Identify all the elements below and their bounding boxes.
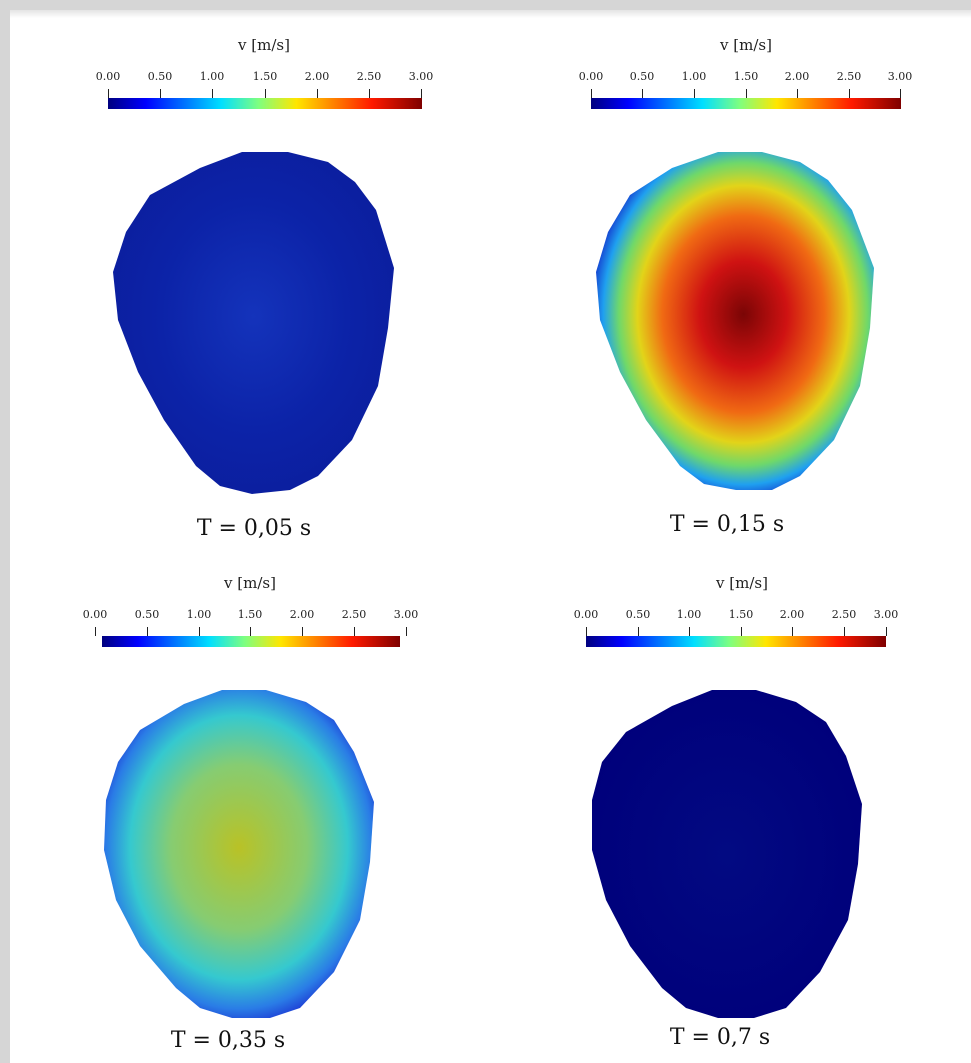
- colorbar-tick-label: 0.00: [578, 70, 604, 83]
- colorbar-title: v [m/s]: [716, 574, 768, 592]
- colorbar-tick-mark: [108, 89, 109, 98]
- colorbar-tick-label: 3.00: [393, 608, 419, 621]
- colorbar-title: v [m/s]: [224, 574, 276, 592]
- colorbar-tick-mark: [95, 627, 96, 636]
- colorbar-tick-label: 3.00: [887, 70, 913, 83]
- velocity-field-shape-t005: [113, 152, 394, 494]
- colorbar-tick-label: 0.00: [95, 70, 121, 83]
- colorbar-tick-mark: [586, 627, 587, 636]
- colorbar-tick-mark: [354, 627, 355, 636]
- colorbar-tick-label: 0.00: [573, 608, 599, 621]
- colorbar: [591, 98, 901, 109]
- time-label: T = 0,05 s: [196, 516, 312, 541]
- colorbar-tick-mark: [212, 89, 213, 98]
- colorbar-tick-label: 2.00: [289, 608, 315, 621]
- colorbar-tick-label: 1.00: [186, 608, 212, 621]
- colorbar-tick-mark: [844, 627, 845, 636]
- colorbar-tick-mark: [591, 89, 592, 98]
- colorbar-tick-label: 3.00: [408, 70, 434, 83]
- colorbar-tick-mark: [265, 89, 266, 98]
- colorbar-tick-mark: [900, 89, 901, 98]
- colorbar-tick-label: 2.00: [784, 70, 810, 83]
- colorbar-tick-mark: [302, 627, 303, 636]
- colorbar-tick-label: 0.00: [82, 608, 108, 621]
- colorbar: [102, 636, 400, 647]
- colorbar-tick-label: 1.50: [733, 70, 759, 83]
- colorbar-tick-mark: [689, 627, 690, 636]
- colorbar-tick-label: 1.00: [199, 70, 225, 83]
- colorbar-tick-label: 3.00: [873, 608, 899, 621]
- colorbar-tick-mark: [792, 627, 793, 636]
- colorbar-tick-mark: [642, 89, 643, 98]
- colorbar-tick-label: 0.50: [625, 608, 651, 621]
- colorbar-title: v [m/s]: [238, 36, 290, 54]
- colorbar-tick-mark: [886, 627, 887, 636]
- colorbar-tick-label: 2.00: [779, 608, 805, 621]
- colorbar-tick-mark: [317, 89, 318, 98]
- colorbar-tick-label: 2.00: [304, 70, 330, 83]
- colorbar-tick-mark: [746, 89, 747, 98]
- colorbar-title: v [m/s]: [720, 36, 772, 54]
- colorbar-tick-mark: [421, 89, 422, 98]
- time-label: T = 0,15 s: [669, 512, 785, 537]
- time-label: T = 0,35 s: [170, 1028, 286, 1053]
- colorbar-tick-mark: [147, 627, 148, 636]
- colorbar-tick-label: 1.00: [681, 70, 707, 83]
- colorbar: [586, 636, 886, 647]
- colorbar-tick-mark: [638, 627, 639, 636]
- colorbar-tick-mark: [406, 627, 407, 636]
- colorbar-tick-mark: [694, 89, 695, 98]
- colorbar-tick-mark: [160, 89, 161, 98]
- colorbar-tick-label: 2.50: [831, 608, 857, 621]
- colorbar-tick-label: 1.00: [676, 608, 702, 621]
- colorbar-tick-label: 0.50: [147, 70, 173, 83]
- velocity-field-shape-t035: [104, 690, 374, 1018]
- colorbar-tick-label: 0.50: [134, 608, 160, 621]
- colorbar-tick-mark: [797, 89, 798, 98]
- colorbar-tick-label: 1.50: [252, 70, 278, 83]
- colorbar: [108, 98, 422, 109]
- colorbar-tick-label: 2.50: [836, 70, 862, 83]
- velocity-field-shape-t015: [596, 152, 874, 490]
- time-label: T = 0,7 s: [669, 1025, 771, 1050]
- colorbar-tick-mark: [849, 89, 850, 98]
- colorbar-tick-label: 1.50: [728, 608, 754, 621]
- colorbar-tick-label: 2.50: [341, 608, 367, 621]
- velocity-field-shape-t07: [592, 690, 862, 1018]
- colorbar-tick-mark: [250, 627, 251, 636]
- colorbar-tick-mark: [741, 627, 742, 636]
- colorbar-tick-label: 1.50: [237, 608, 263, 621]
- colorbar-tick-mark: [199, 627, 200, 636]
- colorbar-tick-label: 2.50: [356, 70, 382, 83]
- colorbar-tick-mark: [369, 89, 370, 98]
- colorbar-tick-label: 0.50: [629, 70, 655, 83]
